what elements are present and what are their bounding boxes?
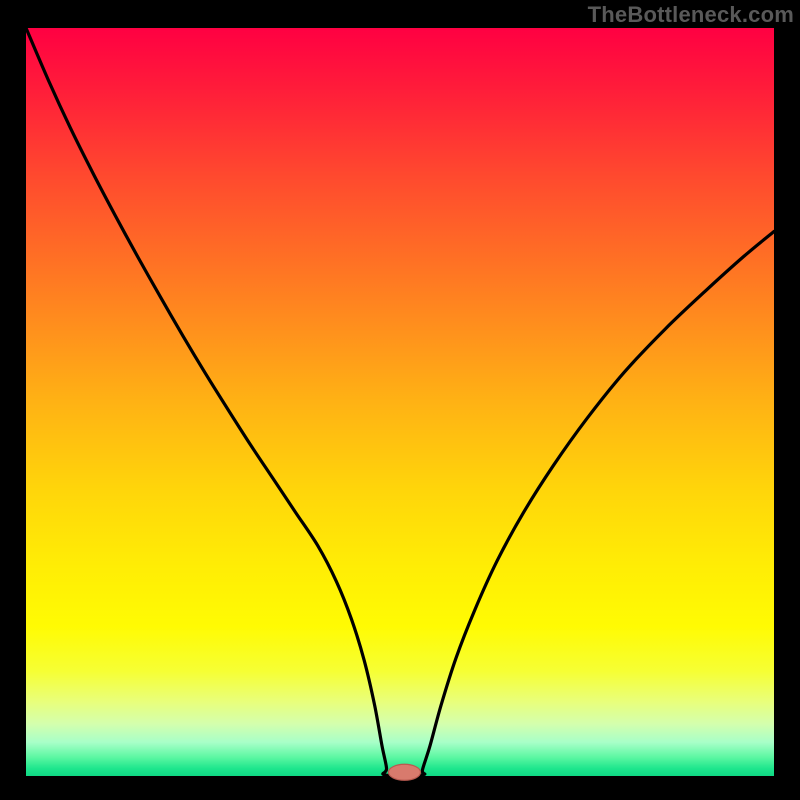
chart-container: TheBottleneck.com <box>0 0 800 800</box>
optimal-point-marker <box>388 764 420 780</box>
bottleneck-chart <box>0 0 800 800</box>
gradient-background <box>26 28 774 776</box>
watermark-text: TheBottleneck.com <box>588 2 794 28</box>
